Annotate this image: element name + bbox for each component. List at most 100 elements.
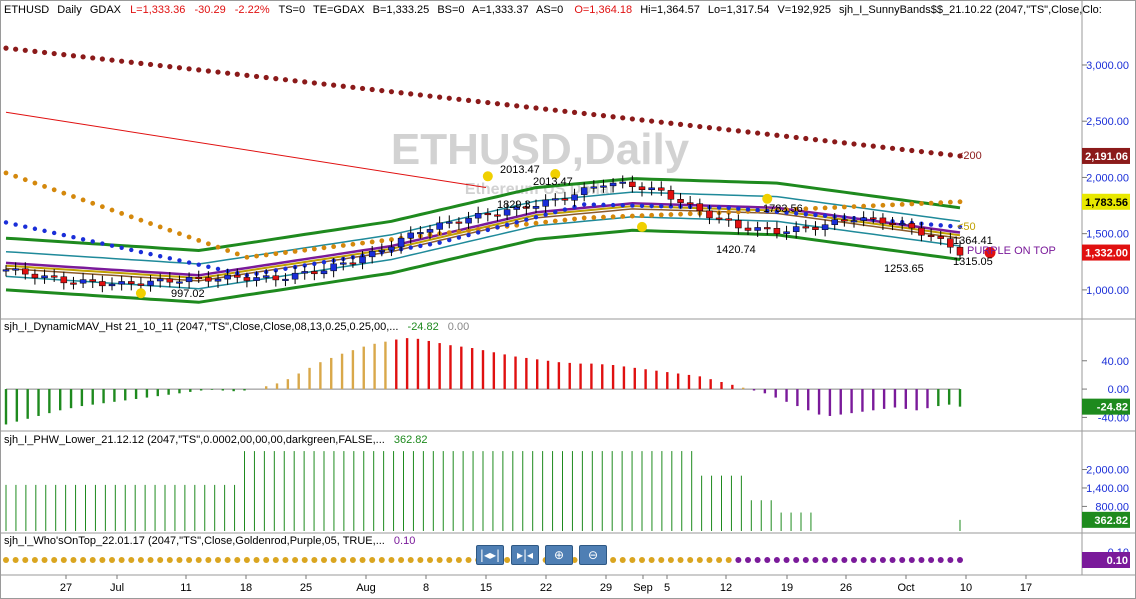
ma200-dot xyxy=(822,138,828,144)
candle-body xyxy=(580,187,588,195)
candle-body xyxy=(50,275,58,278)
whos-on-top-dot xyxy=(802,557,809,563)
candle-body xyxy=(272,275,280,281)
zoom-in-button[interactable]: ⊕ xyxy=(545,545,573,565)
signal-dot xyxy=(762,193,773,204)
dynamic-mav-label: sjh_I_DynamicMAV_Hst 21_10_11 (2047,"TS"… xyxy=(4,321,398,333)
whos-on-top-dot xyxy=(860,557,867,563)
ma50-dot xyxy=(369,239,375,245)
ma200-dot xyxy=(32,48,38,54)
ma200-dot xyxy=(302,79,308,85)
candle-body xyxy=(715,217,723,220)
x-tick-label: Aug xyxy=(356,582,376,594)
signal-dot xyxy=(135,288,146,299)
blue-trend-dot xyxy=(418,243,423,249)
zoom-out-button[interactable]: ⊖ xyxy=(579,545,607,565)
blue-trend-dot xyxy=(803,211,809,217)
candle-body xyxy=(937,236,944,239)
whos-on-top-dot xyxy=(764,557,771,563)
blue-trend-dot xyxy=(745,207,751,212)
price-annotation-label: 1364.41 xyxy=(953,235,993,247)
ma200-dot xyxy=(629,116,635,122)
candle-body xyxy=(368,250,376,258)
whos-on-top-dot xyxy=(359,557,366,563)
ma200-dot xyxy=(398,90,404,96)
ma200-dot xyxy=(523,104,529,110)
whos-on-top-dot xyxy=(109,557,115,563)
whos-on-top-dot xyxy=(908,557,915,563)
ma200-dot xyxy=(726,127,732,133)
ma200-dot xyxy=(485,99,491,106)
candle-body xyxy=(744,227,752,231)
whos-on-top-dot xyxy=(224,557,231,563)
ma200-dot xyxy=(947,152,953,158)
price-annotation-label: 1253.65 xyxy=(884,263,924,275)
candle-body xyxy=(513,206,520,210)
phw-value: 362.82 xyxy=(394,434,428,446)
header-volume: V=192,925 xyxy=(777,4,831,16)
price-tick-label: 1,500.00 xyxy=(1086,229,1129,241)
ma50-dot xyxy=(687,211,693,217)
candle-body xyxy=(590,186,598,189)
ma50-dot xyxy=(543,219,549,225)
ma200-dot xyxy=(581,110,587,117)
ma50-dot xyxy=(629,213,635,219)
trend-line xyxy=(5,111,487,189)
candle-body xyxy=(494,214,501,217)
candle-body xyxy=(99,281,106,287)
ma50-dot xyxy=(649,212,655,218)
whos-on-top-dot xyxy=(234,557,241,563)
blue-trend-dot xyxy=(129,247,134,253)
dynamic-mav-tick-label: -40.00 xyxy=(1098,412,1129,424)
whos-on-top-dot xyxy=(571,557,578,563)
blue-trend-dot xyxy=(466,232,471,238)
whos-on-top-dot xyxy=(195,557,202,563)
ma200-dot xyxy=(909,147,915,154)
ma50-dot xyxy=(244,254,250,260)
ma200-dot xyxy=(3,45,9,51)
ma50-dot xyxy=(283,250,288,255)
ma200-dot xyxy=(928,150,934,156)
whos-on-top-dot xyxy=(504,557,511,563)
candle-body xyxy=(667,190,675,200)
header-study: sjh_I_SunnyBands$$_21.10.22 (2047,"TS",C… xyxy=(839,4,1102,16)
ma200-dot xyxy=(774,132,780,138)
ma200-dot xyxy=(90,55,96,61)
whos-on-top-badge xyxy=(1082,552,1130,568)
scroll-left-button[interactable]: |◂▸| xyxy=(476,545,504,565)
blue-trend-dot xyxy=(119,245,124,250)
ma50-dot xyxy=(639,213,645,219)
header-symbol: ETHUSD xyxy=(4,4,49,16)
ma50-dot xyxy=(32,180,38,186)
signal-dot xyxy=(637,221,647,232)
phw-badge xyxy=(1082,511,1130,528)
blue-trend-dot xyxy=(167,256,173,261)
ma50-dot xyxy=(167,227,173,233)
whos-on-top-dot xyxy=(378,557,385,563)
candle-body xyxy=(320,270,328,275)
whos-on-top-dot xyxy=(176,557,183,563)
ma200-dot xyxy=(745,129,751,135)
candle-body xyxy=(889,222,896,225)
ma50-dot xyxy=(726,209,732,215)
ma50-dot xyxy=(157,224,163,230)
whos-on-top-dot xyxy=(89,557,96,563)
candle-body xyxy=(243,277,251,281)
dynamic-mav-zero: 0.00 xyxy=(448,321,469,333)
header-ask: A=1,333.37 xyxy=(472,4,529,16)
last-price-marker xyxy=(984,247,996,259)
ma200-dot xyxy=(379,87,385,94)
ma200-dot xyxy=(649,118,655,124)
scroll-right-button[interactable]: ▸|◂ xyxy=(511,545,539,565)
header-bid: B=1,333.25 xyxy=(373,4,430,16)
whos-on-top-dot xyxy=(455,557,462,563)
whos-on-top-dot xyxy=(272,557,279,563)
ma200-annotation: <200 xyxy=(957,150,982,162)
ma200-dot xyxy=(437,94,443,100)
ma50-dot xyxy=(177,231,182,237)
blue-trend-dot xyxy=(957,224,963,230)
whos-on-top-dot xyxy=(773,557,780,563)
candle-body xyxy=(89,279,96,282)
candle-body xyxy=(706,210,713,219)
